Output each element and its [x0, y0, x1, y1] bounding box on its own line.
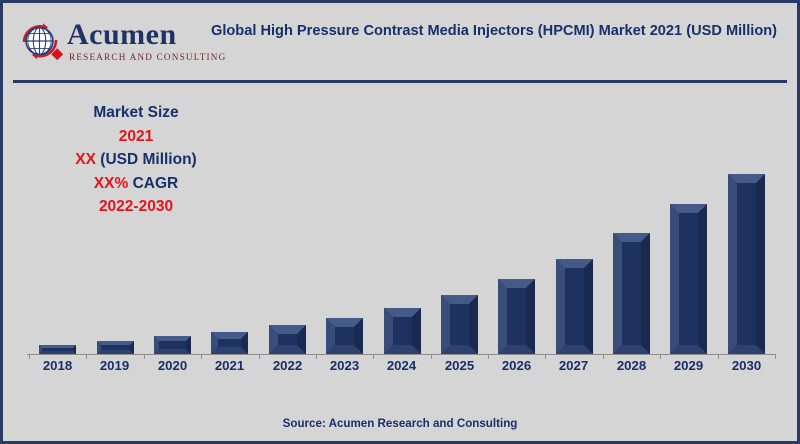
x-axis-tick: [316, 354, 317, 359]
x-tick-2025: 2025: [444, 358, 475, 373]
callout-value: XX: [75, 151, 96, 168]
x-axis-line: [27, 354, 775, 355]
bar-2028: [613, 233, 650, 354]
bar-chart-plot-area: [3, 87, 797, 357]
x-tick-2019: 2019: [99, 358, 130, 373]
x-axis-tick: [545, 354, 546, 359]
bar-2023: [326, 318, 363, 354]
source-note: Source: Acumen Research and Consulting: [282, 417, 518, 430]
x-axis-tick: [29, 354, 30, 359]
bar-2029: [670, 204, 707, 354]
page-title: Global High Pressure Contrast Media Inje…: [210, 23, 778, 39]
x-axis-tick: [718, 354, 719, 359]
x-axis-tick: [144, 354, 145, 359]
x-tick-2028: 2028: [616, 358, 647, 373]
callout-cagr: XX%: [93, 174, 129, 192]
x-tick-2023: 2023: [329, 358, 360, 373]
callout-line-value: XX (USD Million): [31, 148, 241, 172]
x-axis-tick: [201, 354, 202, 359]
x-tick-2024: 2024: [386, 358, 417, 373]
bar-2026: [498, 279, 535, 354]
bar-2021: [211, 332, 248, 354]
x-tick-2026: 2026: [501, 358, 532, 373]
x-axis-tick: [86, 354, 87, 359]
x-tick-2020: 2020: [157, 358, 188, 373]
callout-line-market-size: Market Size: [93, 104, 179, 121]
bar-2025: [441, 295, 478, 354]
x-tick-2022: 2022: [272, 358, 303, 373]
callout-cagr-label: CAGR: [132, 174, 179, 192]
logo-tagline: RESEARCH AND CONSULTING: [69, 52, 227, 62]
x-axis-tick: [660, 354, 661, 359]
acumen-logo: Acumen RESEARCH AND CONSULTING: [15, 15, 227, 69]
callout-line-cagr: XX% CAGR: [31, 172, 241, 196]
bar-series: [3, 87, 797, 355]
callout-line-period: 2022-2030: [98, 198, 174, 215]
x-tick-2018: 2018: [42, 358, 73, 373]
bar-2030: [728, 174, 765, 354]
x-tick-2027: 2027: [558, 358, 589, 373]
bar-2024: [384, 308, 421, 354]
bar-2020: [154, 336, 191, 354]
bar-2019: [97, 341, 134, 354]
bar-2027: [556, 259, 593, 354]
x-axis-tick: [775, 354, 776, 359]
logo-wordmark: Acumen RESEARCH AND CONSULTING: [67, 18, 227, 63]
header-divider: [13, 80, 787, 83]
callout-line-year: 2021: [118, 127, 154, 145]
x-axis-tick: [373, 354, 374, 359]
header: Acumen RESEARCH AND CONSULTING Global Hi…: [3, 3, 797, 78]
bar-2022: [269, 325, 306, 354]
x-axis-tick: [603, 354, 604, 359]
market-size-callout: Market Size 2021 XX (USD Million) XX% CA…: [31, 101, 241, 219]
x-tick-2030: 2030: [731, 358, 762, 373]
x-axis-tick: [259, 354, 260, 359]
callout-value-unit: (USD Million): [100, 151, 197, 168]
x-axis-tick: [488, 354, 489, 359]
logo-name: Acumen: [67, 18, 177, 51]
x-tick-2029: 2029: [673, 358, 704, 373]
globe-icon: [15, 17, 67, 67]
x-axis-tick: [431, 354, 432, 359]
bar-2018: [39, 345, 76, 354]
x-tick-2021: 2021: [214, 358, 245, 373]
x-axis-labels: 2018 2019 2020 2021 2022 2023 2024 2025 2026 2027…: [3, 358, 797, 382]
